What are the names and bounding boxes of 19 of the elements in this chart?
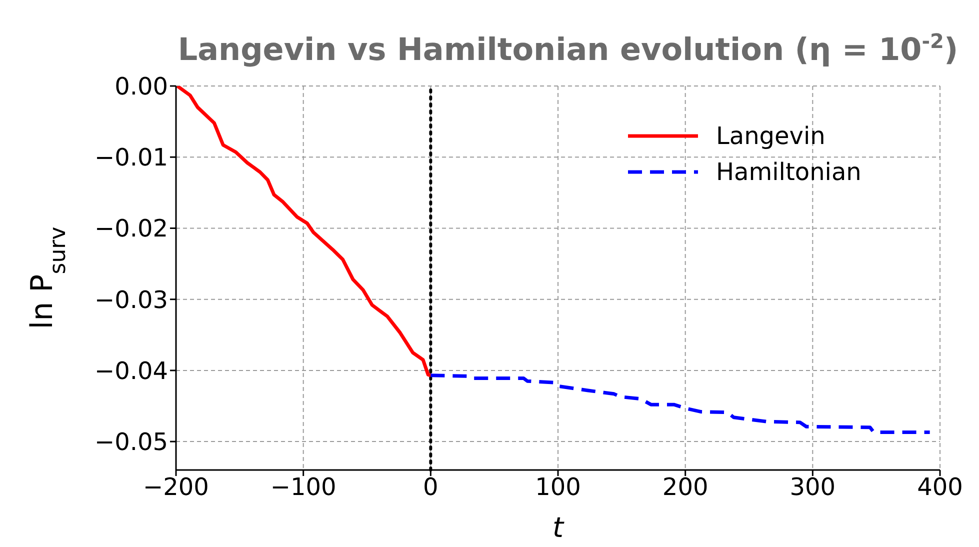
legend-label: Hamiltonian: [716, 158, 862, 186]
x-axis-title: t: [552, 511, 565, 544]
chart-title: Langevin vs Hamiltonian evolution (η = 10$^{-2}$): [178, 29, 958, 68]
x-tick-label: 100: [535, 473, 581, 502]
legend-label: Langevin: [716, 122, 826, 150]
x-tick-label: 0: [423, 473, 438, 502]
x-tick-label: 400: [917, 473, 963, 502]
x-tick-label: 200: [662, 473, 708, 502]
line-series: [428, 374, 932, 434]
x-tick-label: −100: [270, 473, 336, 502]
x-tick-label: −200: [143, 473, 209, 502]
x-tick-label: 300: [790, 473, 836, 502]
y-tick-label: −0.02: [94, 214, 168, 243]
line-series: [176, 86, 432, 378]
y-tick-label: 0.00: [114, 72, 168, 101]
y-tick-label: −0.01: [94, 144, 168, 172]
y-tick-label: −0.05: [94, 428, 168, 456]
y-tick-label: −0.03: [94, 286, 168, 314]
y-tick-label: −0.04: [94, 356, 168, 385]
